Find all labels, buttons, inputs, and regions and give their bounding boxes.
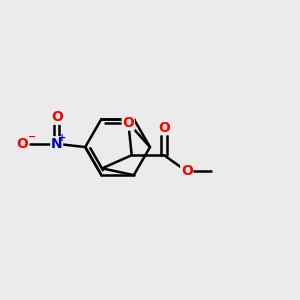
Text: −: − [28, 131, 37, 142]
Text: O: O [51, 110, 63, 124]
Text: N: N [51, 137, 62, 151]
Text: O: O [181, 164, 193, 178]
Text: O: O [158, 121, 170, 135]
Text: O: O [122, 116, 134, 130]
Text: O: O [16, 137, 28, 151]
Text: +: + [58, 133, 66, 143]
